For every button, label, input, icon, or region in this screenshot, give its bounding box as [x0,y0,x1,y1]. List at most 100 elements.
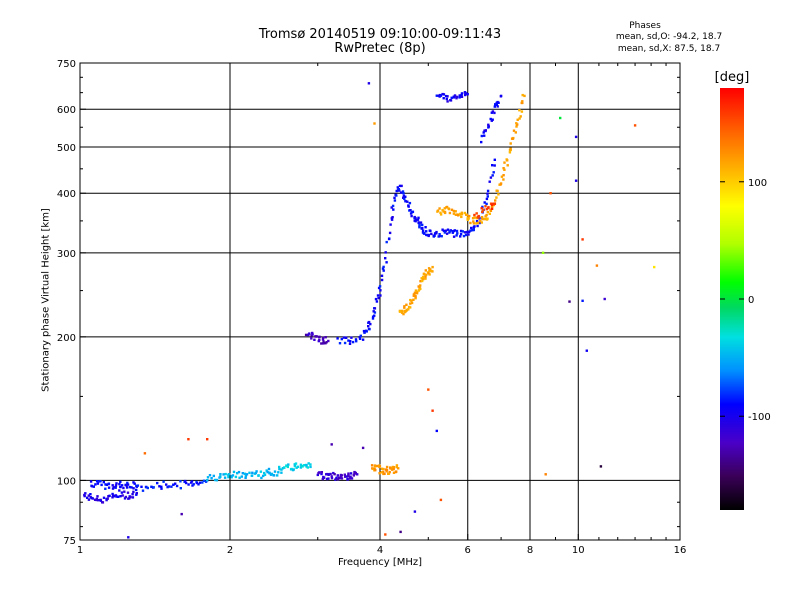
echo-point [414,289,418,292]
echo-point [236,472,239,475]
echo-point [287,463,290,466]
echo-point [458,96,461,99]
echo-point [421,226,424,230]
x-axis-label: Frequency [MHz] [337,557,423,568]
echo-point [143,452,147,455]
echo-point [469,221,472,225]
echo-point [387,237,391,241]
echo-point [192,483,195,486]
echo-point [114,484,118,487]
echo-point [472,228,475,232]
echo-point [379,294,382,297]
colorbar-tick-label: 0 [748,295,754,306]
echo-point [388,231,392,235]
echo-point [152,486,155,489]
echo-point [430,232,433,236]
echo-point [404,195,407,198]
echo-point [309,463,312,466]
echo-point [383,472,386,475]
echo-point [512,129,516,132]
echo-point [398,310,402,313]
echo-point [516,118,519,121]
echo-point [459,213,462,216]
echo-point [409,212,413,215]
echo-point [373,311,377,314]
echo-point [180,512,183,516]
echo-point [480,134,483,138]
echo-point [395,465,398,469]
echo-point [286,465,289,469]
echo-point [446,228,450,231]
echo-point [201,481,204,484]
y-axis-label: Stationary phase Virtual Height [km] [40,208,52,392]
echo-point [350,336,353,339]
echo-point [330,476,334,480]
echo-point [358,336,361,339]
echo-point [502,174,505,177]
echo-point [455,95,459,99]
echo-point [459,235,462,238]
echo-point [477,214,480,218]
echo-point [494,103,497,106]
echo-point [515,125,518,128]
echo-point [179,487,182,490]
echo-point [174,482,177,485]
echo-point [329,472,332,476]
echo-point [424,275,427,278]
echo-point [367,82,371,85]
echo-point [463,91,467,94]
echo-point [156,481,159,485]
echo-point [476,221,480,225]
echo-point [441,208,444,212]
echo-point [219,475,222,478]
echo-point [184,479,187,483]
echo-point [395,194,398,197]
echo-point [92,485,95,488]
echo-point [480,216,484,219]
echo-point [456,232,459,235]
echo-point [480,140,483,144]
echo-point [325,341,328,344]
echo-point [123,490,126,493]
echo-point [120,484,124,487]
echo-point [488,212,491,215]
echo-point [280,471,283,474]
echo-point [266,470,269,474]
echo-point [411,210,415,213]
echo-point [277,471,280,474]
echo-point [405,303,408,306]
echo-point [389,466,392,470]
echo-point [231,474,235,477]
echo-point [406,200,409,203]
echo-point [93,498,97,501]
echo-point [265,469,268,472]
echo-point [519,115,522,118]
echo-point [91,497,94,500]
echo-point [400,191,403,194]
echo-point [391,204,395,208]
echo-point [419,221,423,224]
echo-point [245,473,249,476]
echo-point [482,131,485,134]
echo-point [349,340,352,343]
echo-point [210,477,213,480]
x-tick-label: 2 [227,545,233,556]
echo-point [400,311,404,314]
echo-point [382,269,385,272]
echo-point [481,205,484,209]
echo-point [205,479,209,482]
echo-point [126,491,130,494]
echo-point [505,158,508,161]
echo-point [442,97,445,100]
echo-point [263,473,267,476]
echo-point [402,312,405,316]
echo-point [340,474,343,477]
echo-point [489,176,493,179]
echo-point [344,475,347,478]
echo-point [237,470,241,474]
echo-point [94,483,97,486]
echo-point [523,94,526,98]
echo-point [392,467,395,471]
echo-point [315,335,318,338]
echo-point [354,338,358,341]
